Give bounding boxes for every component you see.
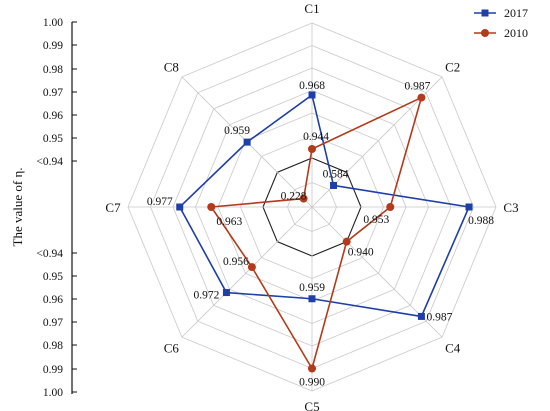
y-tick-top-0: 1.00 (43, 17, 63, 29)
legend: 2017 2010 (474, 6, 528, 40)
legend-marker-2010 (481, 29, 489, 37)
data-label-2017-c6: 0.972 (194, 290, 220, 302)
y-tick-top-2: 0.98 (43, 64, 63, 76)
y-tick-top-3: 0.97 (43, 87, 63, 99)
data-point-2010-c8 (299, 194, 308, 203)
category-label-c8: C8 (164, 59, 179, 74)
y-tick-bottom-0: <0.94 (36, 248, 63, 260)
data-label-2010-c1: 0.944 (303, 131, 329, 143)
category-label-c2: C2 (445, 59, 460, 74)
legend-marker-2017 (481, 9, 489, 17)
data-label-2017-c2: 0.584 (323, 168, 349, 180)
y-tick-bottom-5: 0.99 (43, 364, 63, 376)
y-tick-bottom-1: 0.95 (43, 271, 63, 283)
data-label-2010-c5: 0.990 (299, 377, 325, 389)
data-label-2010-c7: 0.963 (216, 216, 242, 228)
y-axis: 1.00 0.99 0.98 0.97 0.96 0.95 <0.94 <0.94 0.95 0.… (10, 17, 77, 399)
y-tick-top-5: 0.95 (43, 133, 63, 145)
category-label-c7: C7 (105, 200, 121, 215)
data-label-2010-c4: 0.940 (348, 247, 374, 259)
category-label-c4: C4 (445, 341, 461, 356)
data-point-2017-c2 (330, 181, 338, 189)
y-tick-top-6: <0.94 (36, 156, 63, 168)
y-tick-bottom-3: 0.97 (43, 317, 63, 329)
category-label-c5: C5 (304, 399, 319, 411)
series-2010: 0.944 0.987 0.953 0.940 0.990 0.956 0.963 0.228 (207, 81, 431, 389)
category-label-c6: C6 (164, 341, 180, 356)
legend-label-2010: 2010 (504, 26, 528, 40)
data-point-2017-c5 (308, 295, 316, 303)
data-point-2010-c3 (386, 203, 395, 211)
data-point-2017-c3 (465, 203, 473, 211)
y-tick-bottom-6: 1.00 (43, 387, 63, 399)
data-label-2017-c7: 0.977 (147, 196, 173, 208)
data-point-2017-c1 (308, 91, 316, 99)
legend-label-2017: 2017 (504, 6, 528, 20)
data-point-2010-c5 (308, 364, 316, 373)
y-tick-bottom-4: 0.98 (43, 340, 63, 352)
data-label-2010-c6: 0.956 (223, 256, 249, 268)
category-labels: C1 C2 C3 C4 C5 C6 C7 C8 (105, 1, 518, 411)
spoke-line (181, 206, 313, 338)
data-point-2017-c4 (417, 312, 425, 320)
y-tick-top-1: 0.99 (43, 40, 63, 52)
data-label-2010-c2: 0.987 (404, 81, 430, 93)
data-label-2010-c3: 0.953 (363, 214, 389, 226)
data-point-2017-c6 (222, 289, 230, 297)
data-label-2010-c8: 0.228 (281, 191, 307, 203)
y-tick-top-4: 0.96 (43, 110, 63, 122)
data-point-2017-c7 (176, 203, 184, 211)
data-label-2017-c8: 0.959 (224, 125, 250, 137)
y-axis-label: The value of η. (10, 168, 25, 247)
data-label-2017-c3: 0.988 (468, 215, 494, 227)
data-point-2010-c6 (247, 263, 256, 272)
data-point-2010-c7 (207, 203, 216, 211)
series-2017: 0.968 0.584 0.988 0.987 0.959 0.972 0.977 0.959 (147, 80, 494, 323)
data-point-2017-c8 (243, 138, 251, 146)
category-label-c1: C1 (304, 1, 319, 16)
data-label-2017-c4: 0.987 (426, 311, 452, 323)
category-label-c3: C3 (503, 200, 518, 215)
series-group: 0.968 0.584 0.988 0.987 0.959 0.972 0.977 0.959… (147, 80, 494, 389)
data-point-2010-c4 (342, 237, 351, 246)
data-point-2010-c1 (308, 145, 316, 153)
y-tick-bottom-2: 0.96 (43, 294, 63, 306)
data-point-2010-c2 (417, 93, 426, 102)
data-label-2017-c5: 0.959 (299, 282, 325, 294)
data-label-2017-c1: 0.968 (299, 80, 325, 92)
